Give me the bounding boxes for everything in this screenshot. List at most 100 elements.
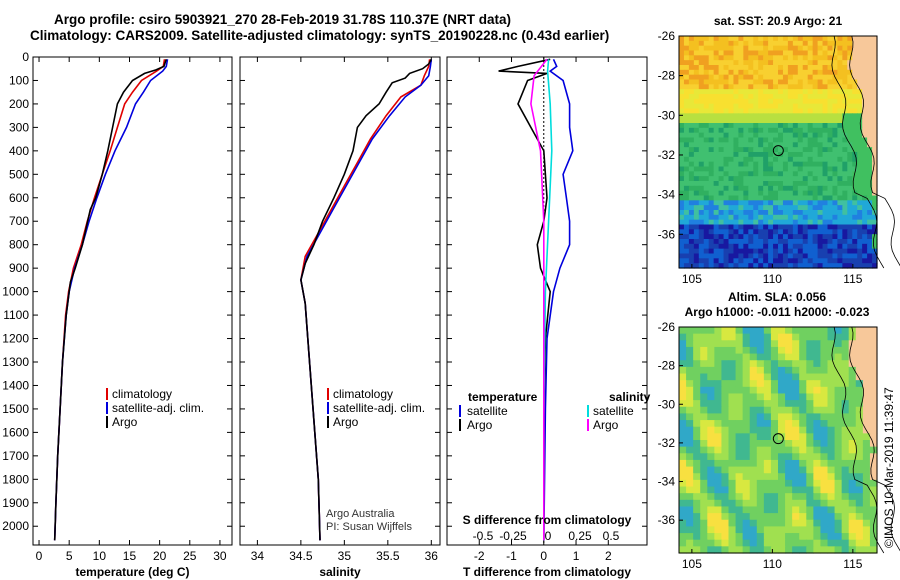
map-cell <box>738 200 744 206</box>
map-cell <box>792 60 799 66</box>
map-cell <box>847 181 853 187</box>
map-cell <box>770 393 779 401</box>
map-cell <box>700 506 708 514</box>
map-cell <box>778 69 784 76</box>
map-cell <box>822 190 829 197</box>
map-cell <box>748 185 754 192</box>
map-cell <box>792 210 799 216</box>
map-cell <box>872 84 878 90</box>
map-cell <box>679 446 687 454</box>
map-cell <box>708 45 715 52</box>
map-cell <box>787 156 794 163</box>
map-cell <box>713 205 720 211</box>
map-cell <box>756 386 765 395</box>
map-cell <box>842 40 848 47</box>
map-cell <box>792 200 799 206</box>
map-cell <box>869 333 878 341</box>
map-cell <box>753 55 759 61</box>
map-cell <box>872 224 878 230</box>
map-cell <box>787 74 794 81</box>
map-cell <box>733 239 739 245</box>
map-cell <box>679 360 687 368</box>
map-cell <box>785 473 793 481</box>
map-cell <box>753 65 759 71</box>
map-cell <box>817 60 824 66</box>
map-cell <box>852 55 858 61</box>
map-cell <box>713 40 720 47</box>
map-cell <box>817 79 824 85</box>
annotation-pi: PI: Susan Wijffels <box>326 521 412 533</box>
map-cell <box>862 526 871 534</box>
map-cell <box>837 123 843 129</box>
map-cell <box>718 152 725 158</box>
map-cell <box>872 94 878 100</box>
map-cell <box>813 479 822 488</box>
map-cell <box>683 118 690 124</box>
map-cell <box>688 156 695 163</box>
y-tick-label-10: 1000 <box>2 285 29 299</box>
map-cell <box>743 108 749 114</box>
map-cell <box>683 243 690 250</box>
map-cell <box>679 373 687 381</box>
map-cell <box>707 446 715 454</box>
map-cell <box>743 147 749 153</box>
annotation-argo-australia: Argo Australia <box>326 508 395 520</box>
map-cell <box>820 519 829 528</box>
map-cell <box>852 219 858 226</box>
map-cell <box>735 380 744 388</box>
map-cell <box>822 108 829 114</box>
map-cell <box>714 539 723 547</box>
map-cell <box>708 113 715 119</box>
map-cell <box>848 406 857 415</box>
map-cell <box>693 386 701 395</box>
map-cell <box>862 113 868 119</box>
map-cell <box>792 253 799 259</box>
map-cell <box>841 533 850 541</box>
map-cell <box>768 98 774 105</box>
map-cell <box>827 420 836 428</box>
map-ytick-label-sla-map-5: -36 <box>658 513 676 527</box>
map-cell <box>785 386 793 395</box>
map-cell <box>683 55 690 61</box>
map-cell <box>847 229 853 235</box>
series-salinity-0 <box>300 59 431 541</box>
map-cell <box>778 239 784 245</box>
map-cell <box>817 253 824 259</box>
map-cell <box>778 200 784 206</box>
map-cell <box>738 190 744 197</box>
map-cell <box>703 103 710 110</box>
map-cell <box>713 171 720 177</box>
map-cell <box>679 74 685 81</box>
map-cell <box>797 118 804 124</box>
map-cell <box>733 137 739 143</box>
map-cell <box>785 479 793 488</box>
map-cell <box>867 166 873 172</box>
map-cell <box>842 127 848 134</box>
map-cell <box>834 373 843 381</box>
map-cell <box>714 413 723 421</box>
map-cell <box>698 195 705 201</box>
map-cell <box>698 229 705 235</box>
map-cell <box>770 353 779 361</box>
map-cell <box>799 493 807 501</box>
map-cell <box>852 248 858 255</box>
map-cell <box>782 60 789 66</box>
top-tick-label-2: 0 <box>545 529 552 543</box>
map-cell <box>688 132 695 139</box>
map-cell <box>688 152 695 158</box>
map-cell <box>841 546 850 554</box>
map-cell <box>834 386 843 395</box>
map-cell <box>837 152 843 158</box>
map-cell <box>683 108 690 114</box>
map-cell <box>834 426 843 434</box>
series-difference-3 <box>530 58 548 541</box>
map-cell <box>797 219 804 226</box>
map-cell <box>813 526 822 534</box>
map-cell <box>707 533 715 541</box>
map-cell <box>813 539 822 547</box>
legend-mark-temperature-2 <box>106 416 108 428</box>
map-cell <box>792 190 799 197</box>
map-cell <box>688 65 695 71</box>
map-cell <box>792 147 799 153</box>
map-cell <box>837 181 843 187</box>
